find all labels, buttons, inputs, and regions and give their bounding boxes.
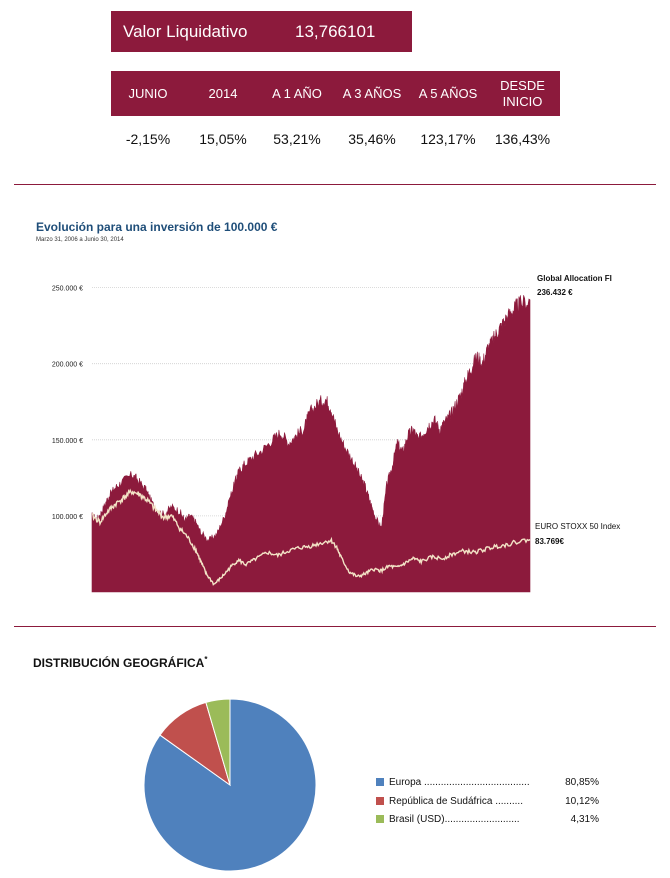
legend-label-europa: Europa .................................… bbox=[389, 776, 530, 788]
perf-header-3y: A 3 AÑOS bbox=[342, 85, 402, 101]
series-value-global-allocation: 236.432 € bbox=[537, 288, 573, 297]
legend-row-sudafrica: República de Sudáfrica .......... 10,12% bbox=[376, 794, 599, 808]
chart-subtitle: Marzo 31, 2006 a Junio 30, 2014 bbox=[36, 237, 124, 243]
legend-label-sudafrica: República de Sudáfrica .......... bbox=[389, 795, 523, 807]
perf-value-junio: -2,15% bbox=[125, 131, 171, 147]
series-value-euro-stoxx: 83.769€ bbox=[535, 537, 564, 546]
legend-value-sudafrica: 10,12% bbox=[565, 795, 599, 807]
global-allocation-area bbox=[91, 295, 531, 593]
euro-stoxx-50-line bbox=[91, 488, 531, 586]
legend-row-europa: Europa .................................… bbox=[376, 775, 599, 789]
y-tick-label: 150.000 € bbox=[52, 438, 83, 445]
geo-distribution-title: DISTRIBUCIÓN GEOGRÁFICA* bbox=[33, 655, 207, 670]
perf-header-junio: JUNIO bbox=[128, 85, 168, 101]
chart-title: Evolución para una inversión de 100.000 … bbox=[36, 220, 278, 234]
geo-title-text: DISTRIBUCIÓN GEOGRÁFICA bbox=[33, 656, 205, 670]
section-divider bbox=[14, 626, 656, 627]
geo-pie-chart bbox=[143, 698, 317, 872]
perf-value-inception: 136,43% bbox=[494, 131, 551, 147]
perf-header-inception: DESDE INICIO bbox=[500, 77, 545, 109]
perf-value-3y: 35,46% bbox=[348, 131, 396, 147]
legend-row-brasil: Brasil (USD)........................... … bbox=[376, 812, 599, 826]
geo-title-mark: * bbox=[204, 655, 208, 664]
series-label-euro-stoxx: EURO STOXX 50 Index bbox=[535, 522, 620, 531]
perf-header-5y: A 5 AÑOS bbox=[418, 85, 478, 101]
pie-slice-europa bbox=[143, 698, 317, 872]
y-tick-label: 200.000 € bbox=[52, 362, 83, 369]
perf-header-1y: A 1 AÑO bbox=[272, 85, 322, 101]
legend-swatch-brasil bbox=[376, 815, 384, 823]
legend-value-brasil: 4,31% bbox=[570, 813, 599, 825]
legend-label-brasil: Brasil (USD)........................... bbox=[389, 813, 520, 825]
section-divider bbox=[14, 184, 656, 185]
nav-value-box: Valor Liquidativo 13,766101 bbox=[111, 11, 412, 52]
y-tick-label: 100.000 € bbox=[52, 514, 83, 521]
investment-growth-chart: 100.000 € 150.000 € 200.000 € 250.000 € Glob… bbox=[52, 274, 620, 593]
nav-label: Valor Liquidativo bbox=[123, 21, 248, 41]
pie-slice-brasil bbox=[205, 698, 231, 786]
legend-swatch-europa bbox=[376, 778, 384, 786]
y-tick-label: 250.000 € bbox=[52, 286, 83, 293]
perf-value-2014: 15,05% bbox=[199, 131, 247, 147]
perf-header-2014: 2014 bbox=[208, 85, 238, 101]
perf-value-5y: 123,17% bbox=[420, 131, 476, 147]
series-label-global-allocation: Global Allocation FI bbox=[537, 274, 612, 283]
performance-values: -2,15% 15,05% 53,21% 35,46% 123,17% 136,… bbox=[111, 124, 560, 154]
perf-value-1y: 53,21% bbox=[273, 131, 321, 147]
performance-header: JUNIO 2014 A 1 AÑO A 3 AÑOS A 5 AÑOS DES… bbox=[111, 71, 560, 116]
legend-swatch-sudafrica bbox=[376, 797, 384, 805]
nav-value: 13,766101 bbox=[295, 21, 376, 41]
legend-value-europa: 80,85% bbox=[565, 776, 599, 788]
